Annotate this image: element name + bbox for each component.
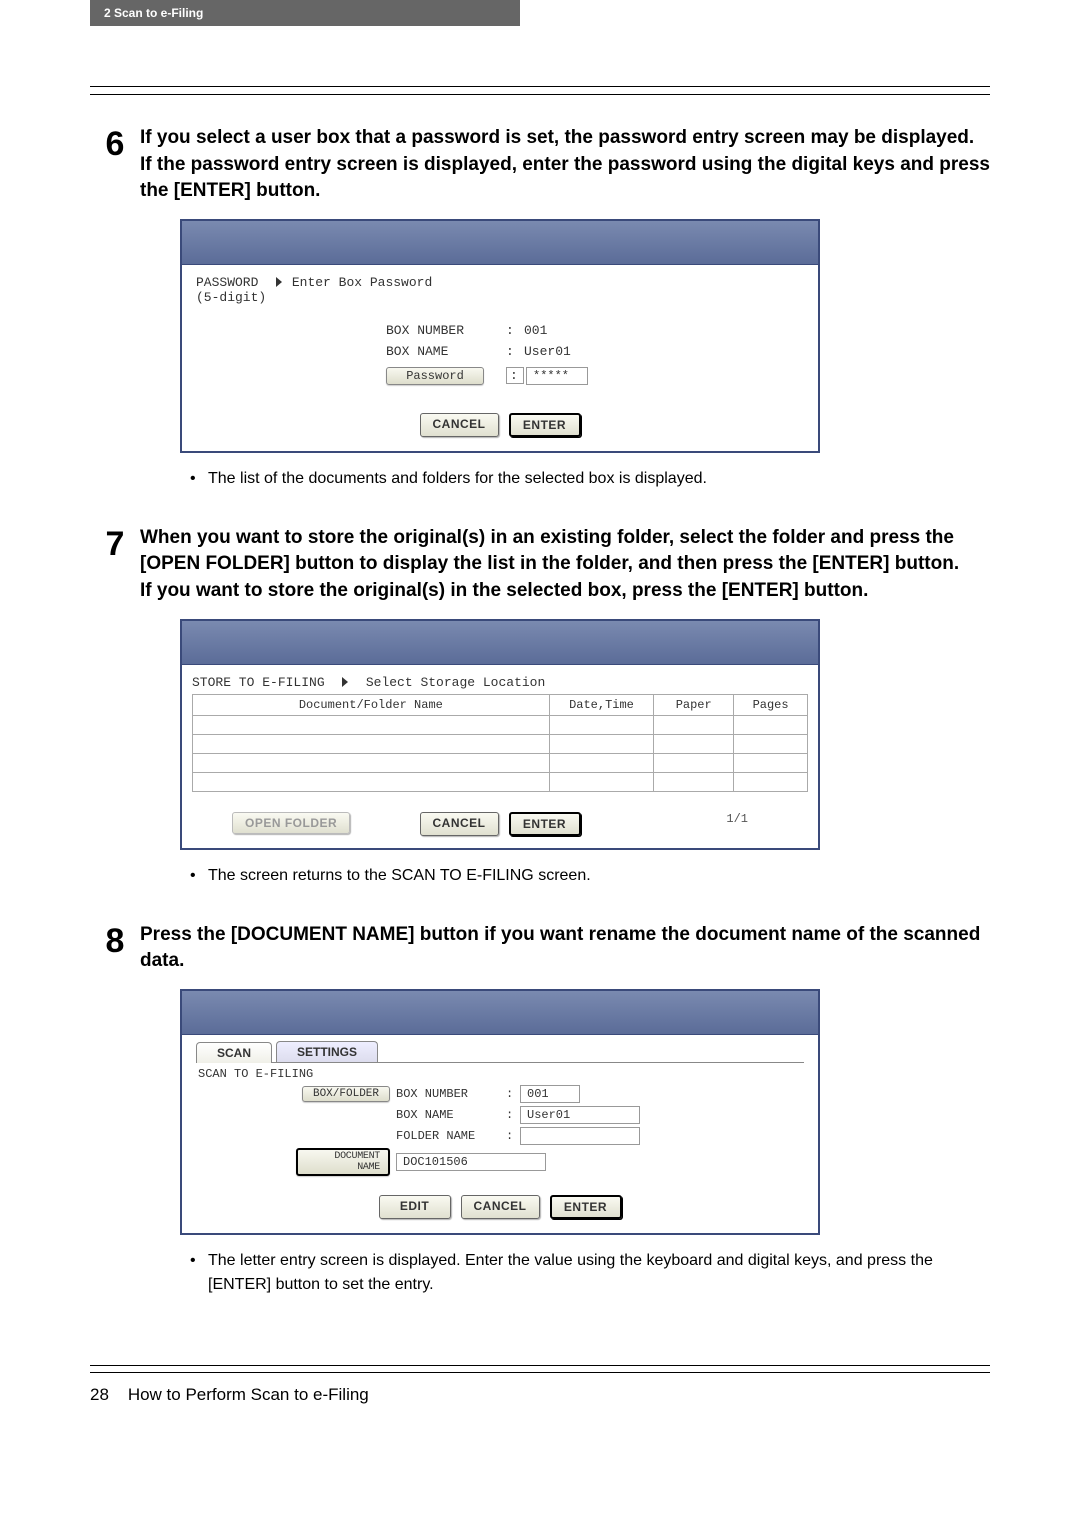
storage-location-screen: STORE TO E-FILING Select Storage Locatio… [180,619,820,850]
store-prompt: STORE TO E-FILING [192,675,325,690]
step-8: 8 Press the [DOCUMENT NAME] button if yo… [90,922,990,1315]
step-number: 7 [90,525,140,906]
step-6-bullet: The list of the documents and folders fo… [190,467,990,491]
open-folder-button[interactable]: OPEN FOLDER [232,812,350,834]
document-name-input[interactable]: DOC101506 [396,1153,546,1171]
table-row[interactable] [193,734,808,753]
box-number-label: BOX NUMBER [386,323,506,338]
step-6: 6 If you select a user box that a passwo… [90,125,990,509]
box-number-label: BOX NUMBER [396,1087,506,1101]
table-row[interactable] [193,772,808,791]
col-name: Document/Folder Name [193,694,550,715]
step-7-title: When you want to store the original(s) i… [140,525,990,605]
scan-settings-screen: SCAN SETTINGS SCAN TO E-FILING BOX/FOLDE… [180,989,820,1235]
prompt-5digit: (5-digit) [196,290,266,305]
screen-topbar [182,621,818,665]
store-prompt-sub: Select Storage Location [366,675,545,690]
password-screen: PASSWORD Enter Box Password (5-digit) BO… [180,219,820,453]
cancel-button[interactable]: CANCEL [461,1195,540,1219]
folder-table: Document/Folder Name Date,Time Paper Pag… [192,694,808,792]
page-indicator: 1/1 [726,812,748,826]
box-number-input[interactable]: 001 [520,1085,580,1103]
footer: 28 How to Perform Scan to e-Filing [90,1385,990,1405]
box-name-input[interactable]: User01 [520,1106,640,1124]
step-7: 7 When you want to store the original(s)… [90,525,990,906]
col-pages: Pages [734,694,808,715]
password-button[interactable]: Password [386,367,484,385]
col-datetime: Date,Time [549,694,654,715]
cancel-button[interactable]: CANCEL [420,812,499,836]
box-number-value: 001 [524,323,547,338]
step-8-bullet: The letter entry screen is displayed. En… [190,1249,990,1297]
col-paper: Paper [654,694,734,715]
step-6-title: If you select a user box that a password… [140,125,990,205]
password-input[interactable]: ***** [526,367,588,385]
arrow-icon [276,277,282,287]
top-divider [90,86,990,95]
step-number: 6 [90,125,140,509]
folder-name-label: FOLDER NAME [396,1129,506,1143]
folder-name-input[interactable] [520,1127,640,1145]
document-name-button[interactable]: DOCUMENT NAME [296,1148,390,1176]
table-row[interactable] [193,715,808,734]
form-title: SCAN TO E-FILING [198,1067,804,1081]
step-number: 8 [90,922,140,1315]
footer-title: How to Perform Scan to e-Filing [128,1385,369,1404]
cancel-button[interactable]: CANCEL [420,413,499,437]
arrow-icon [342,677,348,687]
screen-topbar [182,221,818,265]
enter-button[interactable]: ENTER [550,1195,622,1219]
box-name-value: User01 [524,344,571,359]
chapter-tab: 2 Scan to e-Filing [90,0,520,26]
prompt-password: PASSWORD [196,275,258,290]
enter-button[interactable]: ENTER [509,812,581,836]
table-row[interactable] [193,753,808,772]
step-7-bullet: The screen returns to the SCAN TO E-FILI… [190,864,990,888]
screen-topbar [182,991,818,1035]
step-8-title: Press the [DOCUMENT NAME] button if you … [140,922,990,975]
box-name-label: BOX NAME [396,1108,506,1122]
tab-settings[interactable]: SETTINGS [276,1041,378,1062]
box-name-label: BOX NAME [386,344,506,359]
page-number: 28 [90,1385,109,1404]
prompt-text: Enter Box Password [292,275,432,290]
box-folder-button[interactable]: BOX/FOLDER [302,1086,390,1102]
enter-button[interactable]: ENTER [509,413,581,437]
tab-scan[interactable]: SCAN [196,1042,272,1063]
footer-divider [90,1365,990,1373]
edit-button[interactable]: EDIT [379,1195,451,1219]
